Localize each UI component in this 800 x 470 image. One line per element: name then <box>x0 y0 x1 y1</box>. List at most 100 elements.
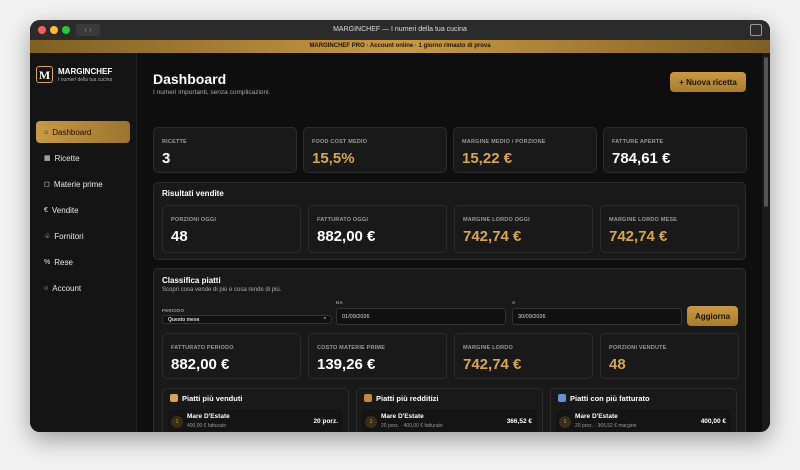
stat-label: PORZIONI OGGI <box>171 217 217 223</box>
list-row <box>556 410 731 432</box>
stat-value: 48 <box>609 356 626 373</box>
list-title: Piatti più venduti <box>182 394 243 403</box>
dish-detail: 400,00 € fatturato <box>187 423 227 429</box>
stat-value: 139,26 € <box>317 356 376 373</box>
stat-label: MARGINE LORDO MESE <box>609 217 678 223</box>
stat-label: MARGINE MEDIO / PORZIONE <box>462 139 546 145</box>
stat-value: 742,74 € <box>463 356 522 373</box>
period-label: PERIODO <box>162 308 185 313</box>
stat-card <box>600 333 739 379</box>
list-title: Piatti più redditizi <box>376 394 439 403</box>
brand: MARGINCHEF <box>58 67 113 76</box>
stat-value: 3 <box>162 150 171 167</box>
dish-detail: 20 porz. · 400,00 € fatturato <box>381 423 443 429</box>
minimize-button[interactable] <box>50 26 58 34</box>
stat-card <box>453 127 597 173</box>
new-recipe-button[interactable]: + Nuova ricetta <box>670 72 746 92</box>
stat-label: MARGINE LORDO OGGI <box>463 217 530 223</box>
nav-item[interactable]: ◻ Materie prime <box>36 173 130 195</box>
list-row <box>362 410 537 432</box>
main-content: Dashboard I numeri importanti, senza com… <box>137 53 762 432</box>
nav-icon: ◻ <box>44 181 50 188</box>
stat-label: FATTURATO PERIODO <box>171 345 234 351</box>
app-window: ‹ › MARGINCHEF — I numeri della tua cuci… <box>30 20 770 432</box>
dish-detail: 20 porz. · 366,52 € margine <box>575 423 637 429</box>
stat-card <box>603 127 747 173</box>
page-title: Dashboard <box>153 71 227 87</box>
list-row <box>168 410 343 432</box>
nav-icon: % <box>44 258 51 266</box>
scroll-thumb[interactable] <box>764 57 768 207</box>
nav-item[interactable]: ○ Account <box>36 277 130 299</box>
nav-label: Vendite <box>51 205 79 215</box>
nav-item[interactable]: % Rese <box>36 251 130 273</box>
stat-card <box>153 127 297 173</box>
rank-badge: 1 <box>559 416 571 428</box>
rank-badge: 1 <box>171 416 183 428</box>
nav-item[interactable]: ⌂ Dashboard <box>36 121 130 143</box>
to-input[interactable]: 30/09/2026 <box>512 308 682 325</box>
sales-title: Risultati vendite <box>162 189 224 198</box>
page-subtitle: I numeri importanti, senza complicazioni… <box>153 89 271 96</box>
list-title: Piatti con più fatturato <box>570 394 650 403</box>
stat-label: PORZIONI VENDUTE <box>609 345 667 351</box>
stat-value: 742,74 € <box>609 228 668 245</box>
nav-label: Rese <box>54 257 73 267</box>
stat-value: 882,00 € <box>171 356 230 373</box>
nav-icon: € <box>44 206 48 214</box>
stat-label: MARGINE LORDO <box>463 345 513 351</box>
scrollbar[interactable] <box>762 53 770 432</box>
dish-name: Mare D'Estate <box>187 413 230 420</box>
nav-icon: ♧ <box>44 233 51 240</box>
nav-item[interactable]: ▦ Ricette <box>36 147 130 169</box>
from-label: DA <box>336 300 343 305</box>
stat-value: 15,22 € <box>462 150 513 167</box>
nav-item[interactable]: € Vendite <box>36 199 130 221</box>
ranking-title: Classifica piatti <box>162 276 221 285</box>
tagline: I numeri della tua cucina <box>58 77 113 83</box>
sidebar: M MARGINCHEF I numeri della tua cucina ⌂… <box>30 53 137 432</box>
stat-label: FATTURE APERTE <box>612 139 664 145</box>
title-bar: ‹ › MARGINCHEF — I numeri della tua cuci… <box>30 20 770 40</box>
nav-label: Fornitori <box>54 231 84 241</box>
trial-banner: MARGINCHEF PRO · Account online · 1 gior… <box>30 40 770 53</box>
nav-label: Dashboard <box>52 127 92 137</box>
stat-card <box>308 205 447 253</box>
nav-label: Materie prime <box>53 179 103 189</box>
nav-label: Account <box>52 283 82 293</box>
dish-value: 20 porz. <box>313 418 338 425</box>
window-title: MARGINCHEF — I numeri della tua cucina <box>333 26 467 33</box>
nav-icon: ○ <box>44 284 49 292</box>
from-input[interactable]: 01/09/2026 <box>336 308 506 325</box>
nav-label: Ricette <box>54 153 80 163</box>
stat-card <box>600 205 739 253</box>
logo: M <box>36 66 53 83</box>
nav-item[interactable]: ♧ Fornitori <box>36 225 130 247</box>
ranking-subtitle: Scopri cosa vende di più e cosa rende di… <box>162 287 282 293</box>
stat-label: FATTURATO OGGI <box>317 217 369 223</box>
share-button[interactable] <box>750 24 762 36</box>
nav-arrows[interactable]: ‹ › <box>76 24 100 36</box>
list-icon <box>558 394 566 402</box>
stat-card <box>162 333 301 379</box>
to-label: A <box>512 300 516 305</box>
rank-badge: 1 <box>365 416 377 428</box>
stat-card <box>162 205 301 253</box>
update-button[interactable]: Aggiorna <box>687 306 738 326</box>
nav-icon: ▦ <box>44 155 51 162</box>
period-value: Questo mese <box>168 316 200 323</box>
dish-name: Mare D'Estate <box>575 413 618 420</box>
stat-card <box>308 333 447 379</box>
zoom-button[interactable] <box>62 26 70 34</box>
close-button[interactable] <box>38 26 46 34</box>
list-icon <box>364 394 372 402</box>
list-icon <box>170 394 178 402</box>
stat-value: 882,00 € <box>317 228 376 245</box>
period-select[interactable]: Questo mese ⌃ <box>162 315 332 324</box>
dish-name: Mare D'Estate <box>381 413 424 420</box>
stat-card <box>454 333 593 379</box>
stat-label: RICETTE <box>162 139 187 145</box>
stat-label: FOOD COST MEDIO <box>312 139 368 145</box>
stat-card <box>454 205 593 253</box>
